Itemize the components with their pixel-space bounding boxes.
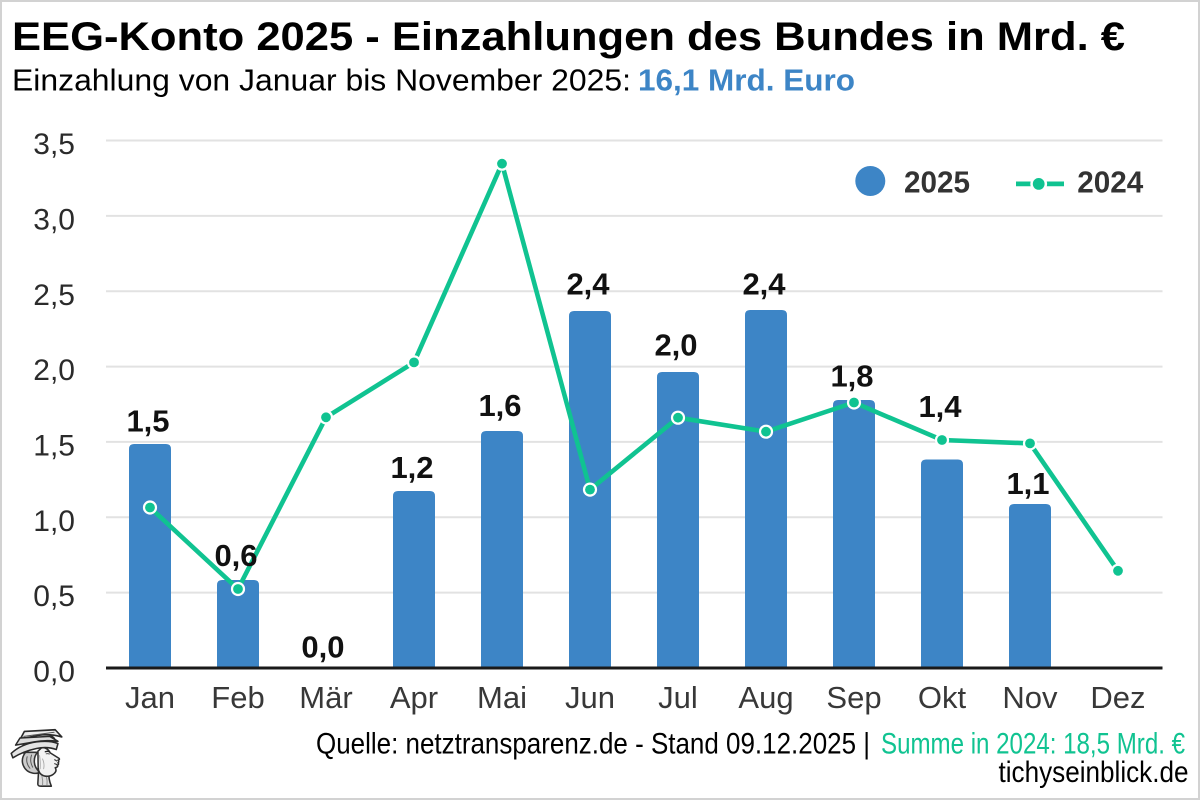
svg-text:Apr: Apr xyxy=(390,680,438,715)
svg-text:1,6: 1,6 xyxy=(478,388,521,423)
svg-text:Dez: Dez xyxy=(1090,680,1145,715)
svg-text:Feb: Feb xyxy=(211,680,264,715)
svg-text:Jul: Jul xyxy=(658,680,698,715)
svg-text:0,0: 0,0 xyxy=(301,630,344,665)
svg-text:1,8: 1,8 xyxy=(830,358,873,393)
svg-text:2025: 2025 xyxy=(904,165,970,200)
svg-text:2,0: 2,0 xyxy=(33,354,75,387)
svg-text:1,2: 1,2 xyxy=(390,450,433,485)
svg-text:1,0: 1,0 xyxy=(33,505,75,538)
svg-text:Jun: Jun xyxy=(565,680,615,715)
svg-text:Einzahlung von Januar bis Nove: Einzahlung von Januar bis November 2025: xyxy=(12,62,631,97)
svg-text:Mai: Mai xyxy=(477,680,527,715)
svg-text:2,0: 2,0 xyxy=(654,328,697,363)
svg-text:1,1: 1,1 xyxy=(1006,466,1049,501)
svg-text:1,4: 1,4 xyxy=(918,389,962,424)
svg-text:2,4: 2,4 xyxy=(742,267,786,302)
svg-text:3,0: 3,0 xyxy=(33,204,75,237)
svg-text:2,4: 2,4 xyxy=(566,267,610,302)
svg-text:2,5: 2,5 xyxy=(33,279,75,312)
svg-text:Summe in 2024: 18,5 Mrd. €: Summe in 2024: 18,5 Mrd. € xyxy=(881,727,1185,760)
svg-text:Mär: Mär xyxy=(299,680,352,715)
svg-text:1,5: 1,5 xyxy=(33,430,75,463)
svg-text:Aug: Aug xyxy=(738,680,793,715)
svg-text:Sep: Sep xyxy=(826,680,881,715)
svg-text:Jan: Jan xyxy=(125,680,175,715)
svg-text:Quelle: netztransparenz.de - S: Quelle: netztransparenz.de - Stand 09.12… xyxy=(316,727,870,760)
svg-text:0,5: 0,5 xyxy=(33,580,75,613)
svg-text:Okt: Okt xyxy=(918,680,967,715)
svg-text:3,5: 3,5 xyxy=(33,128,75,161)
svg-text:0,6: 0,6 xyxy=(214,538,257,573)
svg-text:0,0: 0,0 xyxy=(33,656,75,689)
svg-text:16,1 Mrd. Euro: 16,1 Mrd. Euro xyxy=(638,62,855,97)
svg-text:Nov: Nov xyxy=(1002,680,1058,715)
svg-text:1,5: 1,5 xyxy=(126,404,169,439)
svg-text:tichyseinblick.de: tichyseinblick.de xyxy=(999,756,1189,789)
svg-text:2024: 2024 xyxy=(1077,165,1144,200)
svg-text:EEG-Konto 2025 - Einzahlungen: EEG-Konto 2025 - Einzahlungen des Bundes… xyxy=(12,15,1125,59)
